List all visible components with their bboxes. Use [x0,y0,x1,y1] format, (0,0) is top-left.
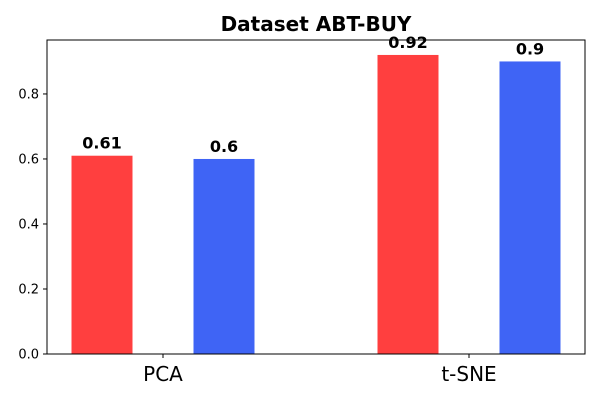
bar-pca-series-2 [193,158,255,354]
x-tick-label: PCA [143,362,183,386]
y-tick-label: 0.0 [18,348,39,363]
y-tick-label: 0.8 [18,87,39,102]
data-label-t-sne-series-2: 0.9 [516,39,544,58]
data-label-pca-series-1: 0.61 [82,134,121,153]
y-tick-label: 0.4 [18,217,39,232]
bar-t-sne-series-2 [499,61,561,354]
chart-title: Dataset ABT-BUY [221,12,412,36]
bars-group [71,54,561,354]
y-tick-label: 0.6 [18,152,39,167]
bar-t-sne-series-1 [377,54,439,354]
data-label-pca-series-2: 0.6 [210,137,238,156]
plot-frame [46,39,586,355]
y-axis: 0.0 0.2 0.4 0.6 0.8 [18,87,47,363]
x-tick-label: t-SNE [441,362,496,386]
bar-pca-series-1 [71,155,133,354]
x-axis: PCA t-SNE [143,354,497,386]
data-labels-group: 0.61 0.92 0.6 0.9 [82,33,544,156]
y-tick-label: 0.2 [18,282,39,297]
data-label-t-sne-series-1: 0.92 [388,33,427,52]
